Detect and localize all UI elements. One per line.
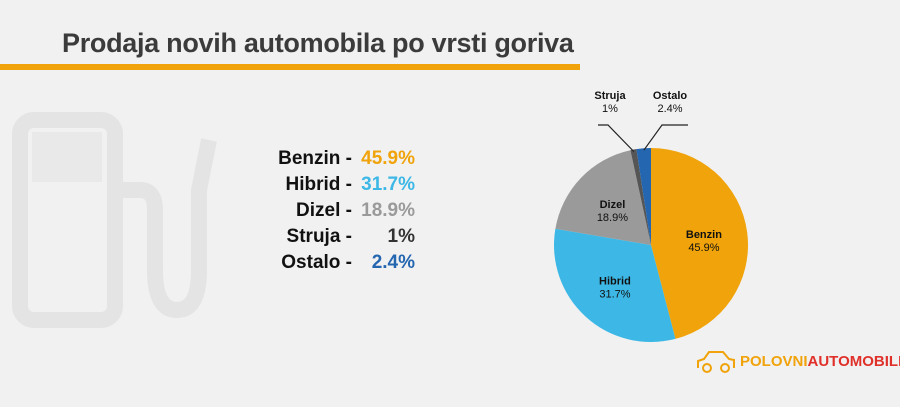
- polovniautomobili-logo: POLOVNIAUTOMOBILI: [696, 350, 900, 374]
- leader-line: [598, 124, 635, 152]
- legend-value: 45.9%: [361, 148, 415, 169]
- legend-row: Dizel - 18.9%: [240, 200, 420, 226]
- pie-label-data_labels: 1%: [602, 103, 618, 115]
- pie-slice-benzin: [651, 148, 749, 339]
- legend-value: 18.9%: [361, 200, 415, 221]
- legend-label: Ostalo -: [281, 252, 352, 273]
- pie-slice-dizel: [555, 150, 651, 245]
- pie-label-data_labels: 31.7%: [599, 288, 630, 300]
- pie-label-categories: Ostalo: [653, 90, 688, 102]
- legend-row: Hibrid - 31.7%: [240, 174, 420, 200]
- page-title: Prodaja novih automobila po vrsti goriva: [62, 28, 574, 58]
- legend-row: Struja - 1%: [240, 226, 420, 252]
- legend-label: Dizel -: [296, 200, 352, 221]
- pie-slice-ostalo: [636, 148, 651, 245]
- logo-text-2: AUTOMOBILI: [807, 353, 900, 370]
- pie-label-data_labels: 45.9%: [688, 242, 719, 254]
- logo-text-1: POLOVNI: [740, 353, 808, 370]
- legend-value: 2.4%: [371, 252, 415, 273]
- leader-line: [643, 124, 688, 151]
- legend-value: 31.7%: [361, 174, 415, 195]
- pie-label-categories: Dizel: [600, 199, 626, 211]
- legend-row: Ostalo - 2.4%: [240, 252, 420, 278]
- car-icon: [697, 351, 735, 373]
- fuel-pump-icon: [12, 112, 217, 328]
- pie-label-categories: Struja: [594, 90, 626, 102]
- legend-row: Benzin - 45.9%: [240, 148, 420, 174]
- legend-label: Benzin -: [278, 148, 352, 169]
- pie-slice-struja: [630, 149, 651, 245]
- legend-label: Hibrid -: [285, 174, 353, 195]
- pie-label-categories: Benzin: [686, 229, 722, 241]
- title-underline: [0, 64, 580, 70]
- legend-label: Struja -: [286, 226, 352, 247]
- legend-value: 1%: [387, 226, 415, 247]
- pie-slice-hibrid: [554, 228, 676, 342]
- pie-label-data_labels: 18.9%: [597, 212, 628, 224]
- pie-label-data_labels: 2.4%: [657, 103, 682, 115]
- pie-label-categories: Hibrid: [599, 275, 631, 287]
